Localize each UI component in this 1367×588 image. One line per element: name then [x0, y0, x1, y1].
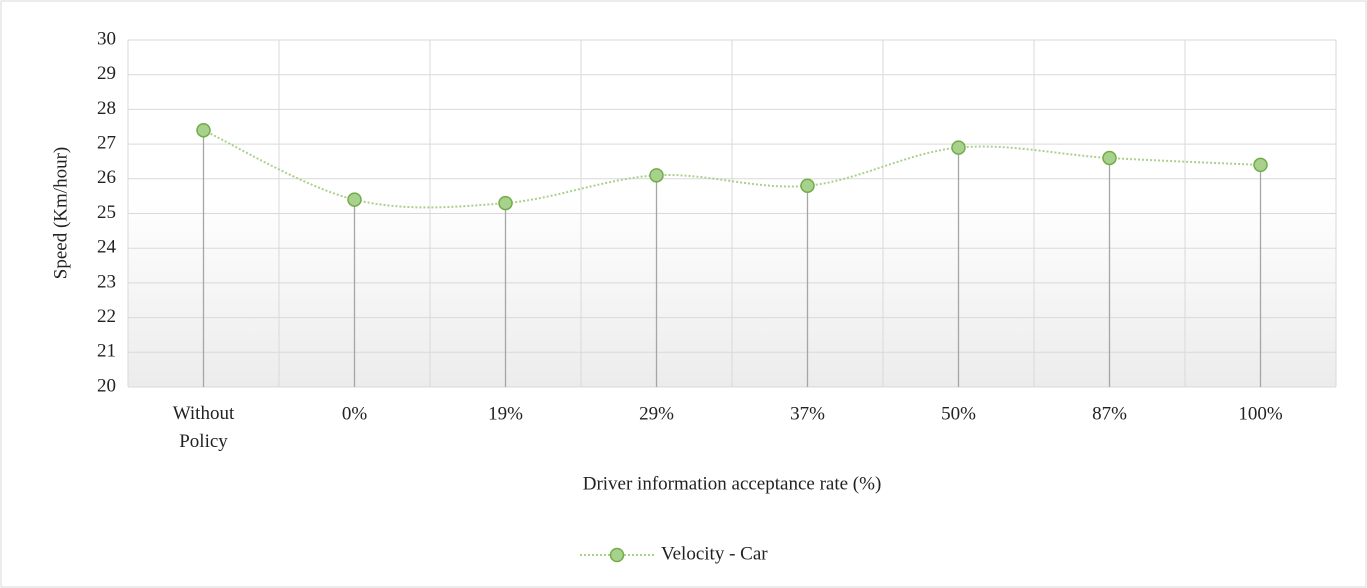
x-tick-label: 100% — [1238, 403, 1283, 424]
y-tick-label: 20 — [97, 375, 116, 396]
x-tick-label: Without Policy — [173, 403, 235, 452]
x-tick-label: 0% — [342, 403, 368, 424]
x-tick-label: 50% — [941, 403, 976, 424]
y-tick-label: 28 — [97, 98, 116, 119]
series-line — [203, 129, 1261, 209]
legend-label: Velocity - Car — [661, 543, 768, 564]
y-tick-label: 22 — [97, 306, 116, 327]
y-tick-label: 21 — [97, 341, 116, 362]
marker — [649, 168, 664, 183]
marker — [1102, 150, 1117, 166]
marker — [951, 140, 966, 155]
y-axis-title: Speed (Km/hour) — [50, 147, 71, 279]
y-tick-label: 29 — [97, 63, 116, 84]
x-tick-label: 19% — [488, 403, 523, 424]
y-tick-label: 26 — [97, 167, 116, 188]
marker — [1253, 157, 1268, 173]
y-tick-label: 24 — [97, 237, 117, 258]
legend-marker — [609, 547, 625, 563]
marker — [498, 195, 513, 211]
marker — [196, 122, 211, 138]
y-tick-label: 23 — [97, 271, 116, 292]
y-tick-label: 25 — [97, 202, 116, 223]
marker — [800, 178, 815, 193]
x-axis-title: Driver information acceptance rate (%) — [583, 473, 882, 494]
marker — [347, 192, 362, 207]
x-tick-label: 37% — [790, 403, 825, 424]
y-tick-label: 27 — [97, 132, 116, 153]
x-tick-label: 29% — [639, 403, 674, 424]
x-tick-label: 87% — [1092, 403, 1127, 424]
y-tick-label: 30 — [97, 28, 116, 49]
